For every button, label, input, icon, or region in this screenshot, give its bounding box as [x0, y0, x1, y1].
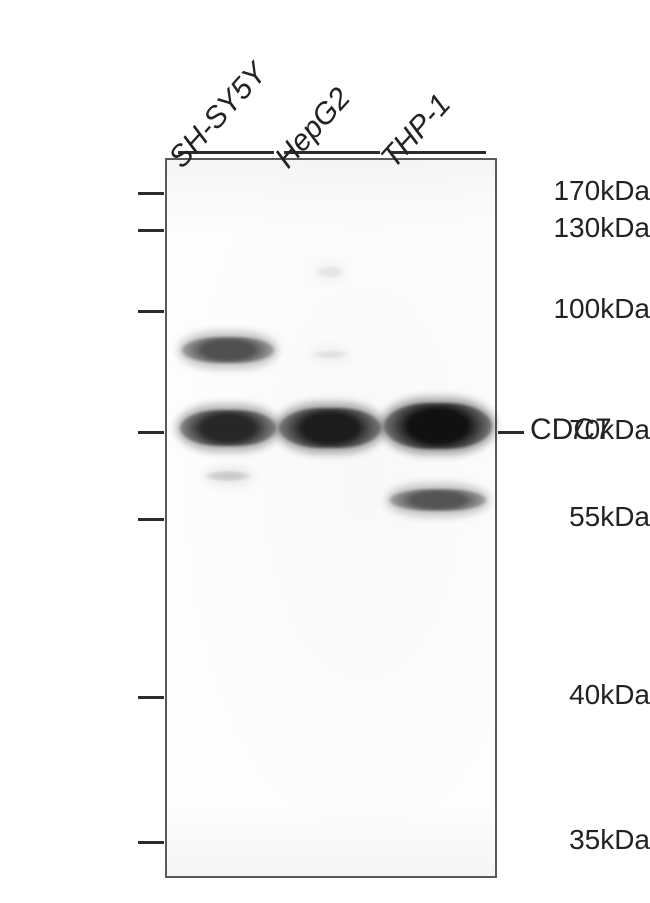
mw-tick [138, 192, 164, 195]
annotation-label: CDC7 [530, 413, 612, 447]
mw-label: 35kDa [516, 824, 650, 856]
mw-tick [138, 841, 164, 844]
mw-label: 170kDa [516, 175, 650, 207]
annotation-tick [498, 431, 524, 434]
mw-label: 40kDa [516, 679, 650, 711]
western-blot-figure: SH-SY5YHepG2THP-1 170kDa130kDa100kDa70kD… [0, 0, 650, 903]
mw-tick [138, 431, 164, 434]
mw-label: 100kDa [516, 293, 650, 325]
blot-membrane [165, 158, 497, 878]
mw-label: 130kDa [516, 212, 650, 244]
mw-tick [138, 518, 164, 521]
mw-tick [138, 310, 164, 313]
mw-label: 55kDa [516, 501, 650, 533]
mw-tick [138, 229, 164, 232]
mw-tick [138, 696, 164, 699]
